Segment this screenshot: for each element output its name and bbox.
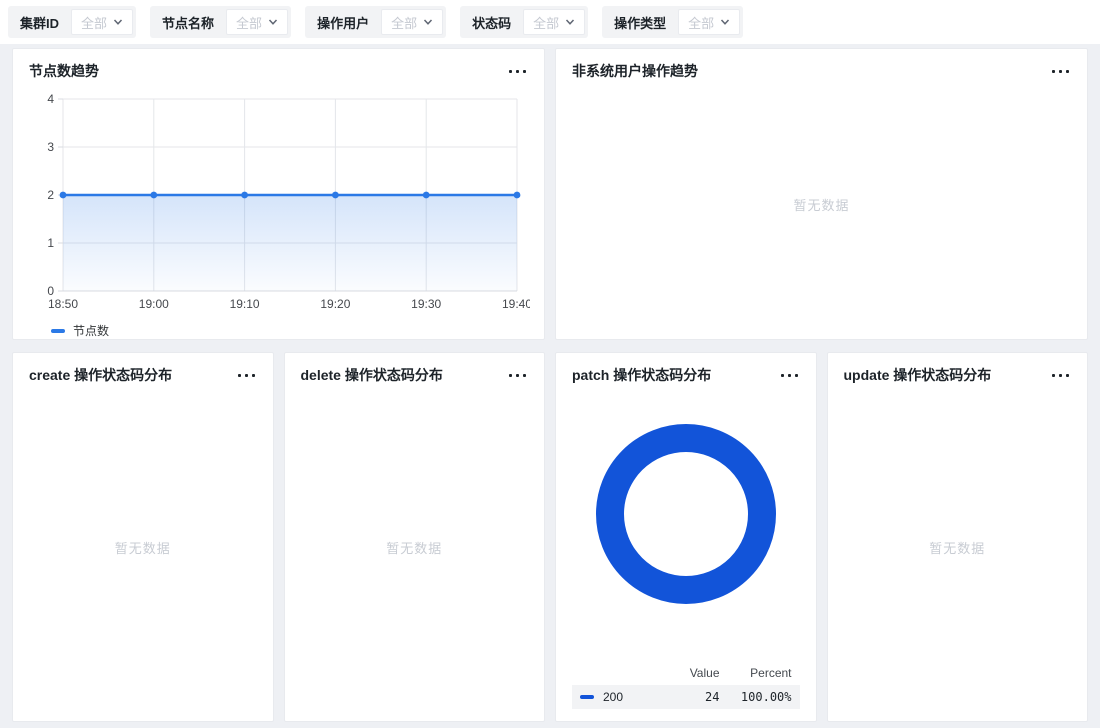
filter-node-name-select[interactable]: 全部 — [226, 9, 289, 35]
filter-status-code-select[interactable]: 全部 — [523, 9, 586, 35]
panel-delete-title: delete 操作状态码分布 — [300, 367, 443, 383]
empty-state-text: 暂无数据 — [793, 197, 850, 213]
panel-create-dist: create 操作状态码分布 暂无数据 — [12, 352, 274, 722]
empty-state-text: 暂无数据 — [929, 540, 986, 556]
filter-cluster-id: 集群ID 全部 — [8, 6, 137, 38]
empty-state-text: 暂无数据 — [386, 540, 443, 556]
filter-node-name-value: 全部 — [236, 15, 263, 31]
slice-label: 200 — [603, 690, 624, 704]
more-icon[interactable] — [507, 370, 528, 381]
more-icon[interactable] — [507, 66, 528, 77]
svg-text:18:50: 18:50 — [48, 297, 78, 311]
more-icon[interactable] — [1050, 66, 1071, 77]
slice-value: 24 — [705, 690, 720, 704]
filter-cluster-id-value: 全部 — [81, 15, 108, 31]
panel-patch-title: patch 操作状态码分布 — [572, 367, 712, 383]
table-header-percent: Percent — [750, 666, 792, 680]
filter-bar: 集群ID 全部 节点名称 全部 操作用户 全部 状态码 全部 操作类型 全部 — [0, 0, 1100, 44]
filter-op-user: 操作用户 全部 — [305, 6, 447, 38]
filter-status-code: 状态码 全部 — [460, 6, 589, 38]
svg-text:1: 1 — [47, 236, 54, 250]
legend-marker — [51, 328, 65, 333]
more-icon[interactable] — [779, 370, 800, 381]
node-trend-line-chart: 0 1 2 3 4 18:50 19:00 19:10 19:20 19:30 19:40 — [29, 91, 532, 320]
chevron-down-icon — [113, 17, 123, 27]
more-icon[interactable] — [236, 370, 257, 381]
patch-status-table: Value Percent 200 24 100.00% — [572, 663, 800, 709]
svg-text:19:10: 19:10 — [230, 297, 260, 311]
svg-text:19:20: 19:20 — [320, 297, 350, 311]
filter-cluster-id-select[interactable]: 全部 — [71, 9, 134, 35]
panel-update-dist: update 操作状态码分布 暂无数据 — [826, 352, 1088, 722]
panel-non-system-trend: 非系统用户操作趋势 暂无数据 — [555, 48, 1088, 340]
svg-text:19:00: 19:00 — [139, 297, 169, 311]
patch-status-donut-chart — [572, 421, 800, 607]
svg-text:3: 3 — [47, 140, 54, 154]
legend-marker — [580, 695, 594, 699]
empty-state-text: 暂无数据 — [114, 540, 171, 556]
panel-node-trend: 节点数趋势 0 1 2 3 4 18:50 19:00 19:10 19:20 19:30 19:4… — [12, 48, 545, 340]
filter-op-type-value: 全部 — [688, 15, 715, 31]
panel-node-trend-title: 节点数趋势 — [29, 63, 99, 79]
filter-op-user-label: 操作用户 — [317, 15, 370, 31]
panel-patch-dist: patch 操作状态码分布 Value Percent 200 24 100 — [555, 352, 817, 722]
filter-op-type: 操作类型 全部 — [602, 6, 744, 38]
svg-text:0: 0 — [47, 284, 54, 298]
svg-text:19:40: 19:40 — [502, 297, 530, 311]
filter-status-code-value: 全部 — [533, 15, 560, 31]
slice-percent: 100.00% — [740, 690, 792, 704]
filter-cluster-id-label: 集群ID — [20, 15, 60, 31]
more-icon[interactable] — [1050, 370, 1071, 381]
table-header-value: Value — [689, 666, 720, 680]
table-header-row: Value Percent — [572, 663, 800, 685]
svg-text:19:30: 19:30 — [411, 297, 441, 311]
filter-op-user-value: 全部 — [391, 15, 418, 31]
panel-non-system-title: 非系统用户操作趋势 — [572, 63, 698, 79]
svg-text:2: 2 — [47, 188, 54, 202]
panel-update-title: update 操作状态码分布 — [843, 367, 992, 383]
panel-create-title: create 操作状态码分布 — [29, 367, 173, 383]
table-row[interactable]: 200 24 100.00% — [572, 685, 800, 709]
legend-label: 节点数 — [73, 324, 110, 338]
chevron-down-icon — [268, 17, 278, 27]
chevron-down-icon — [565, 17, 575, 27]
dashboard-content: 节点数趋势 0 1 2 3 4 18:50 19:00 19:10 19:20 19:30 19:4… — [0, 44, 1100, 728]
chevron-down-icon — [423, 17, 433, 27]
filter-node-name-label: 节点名称 — [162, 15, 215, 31]
filter-op-type-select[interactable]: 全部 — [678, 9, 741, 35]
filter-status-code-label: 状态码 — [472, 15, 512, 31]
panel-delete-dist: delete 操作状态码分布 暂无数据 — [283, 352, 545, 722]
line-chart-legend[interactable]: 节点数 — [51, 322, 528, 339]
filter-op-type-label: 操作类型 — [614, 15, 667, 31]
svg-text:4: 4 — [47, 92, 54, 106]
filter-op-user-select[interactable]: 全部 — [381, 9, 444, 35]
filter-node-name: 节点名称 全部 — [150, 6, 292, 38]
chevron-down-icon — [720, 17, 730, 27]
